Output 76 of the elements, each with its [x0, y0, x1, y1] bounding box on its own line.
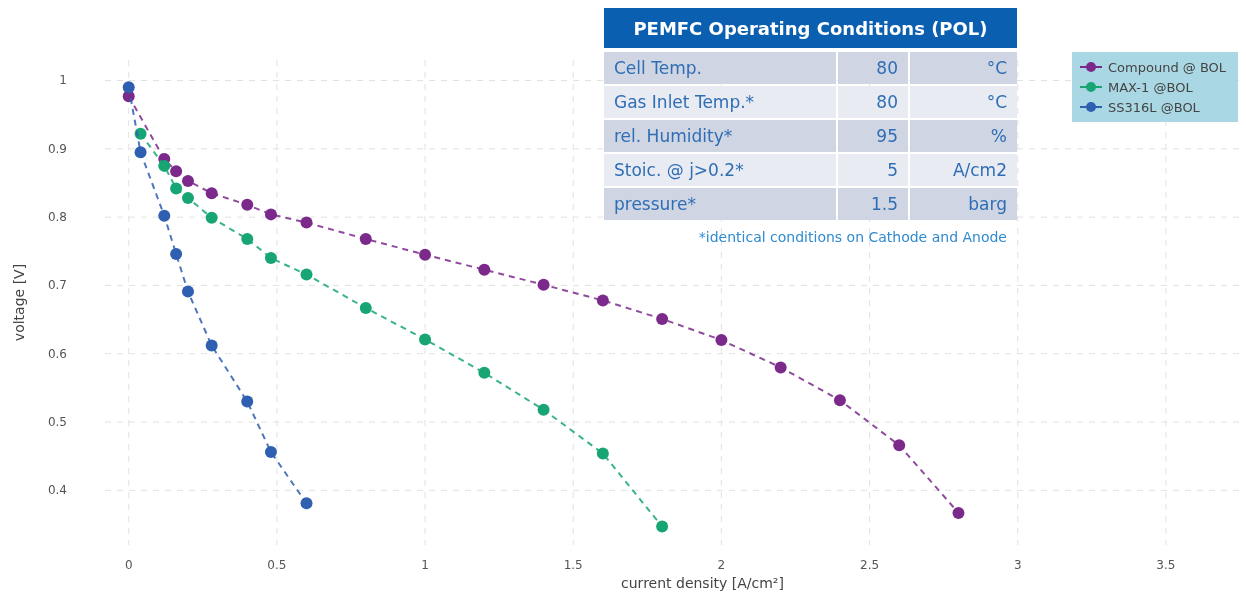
annotation: 95 — [876, 126, 898, 146]
point — [158, 209, 171, 222]
point — [537, 278, 550, 291]
point — [205, 211, 218, 224]
legend-label: SS316L @BOL — [1108, 100, 1201, 115]
point — [170, 165, 183, 178]
x-tick-label: 1 — [421, 558, 429, 572]
annotation: Stoic. @ j>0.2* — [614, 160, 744, 180]
legend-label: MAX-1 @BOL — [1108, 80, 1194, 95]
point — [419, 333, 432, 346]
point — [596, 294, 609, 307]
x-tick-label: 2.5 — [860, 558, 880, 572]
x-tick-label: 2 — [717, 558, 726, 572]
x-tick-label: 3.5 — [1156, 558, 1176, 572]
y-tick-label: 1 — [59, 73, 67, 88]
y-tick-label: 0.6 — [47, 346, 67, 361]
point — [181, 174, 194, 187]
point — [264, 208, 277, 221]
annotation: rel. Humidity* — [614, 126, 733, 146]
annotation: Gas Inlet Temp.* — [614, 92, 755, 112]
y-tick-label: 0.9 — [47, 141, 67, 156]
point — [359, 301, 372, 314]
point — [241, 232, 254, 245]
x-axis-title: current density [A/cm²] — [621, 575, 784, 591]
annotation: 5 — [887, 160, 898, 180]
point — [537, 403, 550, 416]
point — [205, 339, 218, 352]
point — [181, 191, 194, 204]
annotation: A/cm2 — [952, 160, 1007, 180]
text: PEMFC Operating Conditions (POL) — [633, 18, 988, 39]
point — [952, 506, 965, 519]
annotation: barg — [968, 194, 1007, 214]
point — [478, 366, 491, 379]
point — [122, 81, 135, 94]
point — [241, 395, 254, 408]
annotation: 80 — [876, 92, 898, 112]
point — [359, 232, 372, 245]
point — [893, 439, 906, 452]
annotation: Cell Temp. — [614, 58, 702, 78]
point — [656, 520, 669, 533]
point — [419, 248, 432, 261]
point — [300, 497, 313, 510]
y-tick-label: 0.8 — [47, 210, 67, 225]
point — [158, 159, 171, 172]
x-tick-label: 3 — [1013, 558, 1022, 572]
annotation: 1.5 — [870, 194, 898, 214]
x-tick-label: 0.5 — [267, 558, 287, 572]
point — [170, 182, 183, 195]
point — [181, 285, 194, 298]
point — [715, 334, 728, 347]
x-tick-label: 0 — [124, 558, 133, 572]
point — [205, 187, 218, 200]
point — [134, 146, 147, 159]
annotation: pressure* — [614, 194, 696, 214]
annotation: °C — [986, 92, 1007, 112]
point — [833, 394, 846, 407]
point — [300, 268, 313, 281]
annotation: °C — [986, 58, 1007, 78]
point — [478, 263, 491, 276]
y-axis-title: voltage [V] — [11, 263, 27, 342]
y-tick-label: 0.4 — [47, 483, 67, 498]
point — [170, 248, 183, 260]
point — [264, 252, 277, 265]
point — [596, 447, 609, 460]
point — [264, 446, 277, 459]
annotation: *identical conditions on Cathode and Anode — [698, 229, 1007, 245]
point — [241, 198, 254, 211]
annotation: 80 — [876, 58, 898, 78]
annotation: % — [990, 126, 1007, 146]
point — [656, 312, 669, 325]
y-tick-label: 0.5 — [47, 415, 67, 430]
point — [774, 361, 787, 374]
point — [300, 216, 313, 229]
y-tick-label: 0.7 — [47, 278, 67, 293]
x-tick-label: 1.5 — [563, 558, 583, 572]
legend-label: Compound @ BOL — [1108, 60, 1227, 75]
